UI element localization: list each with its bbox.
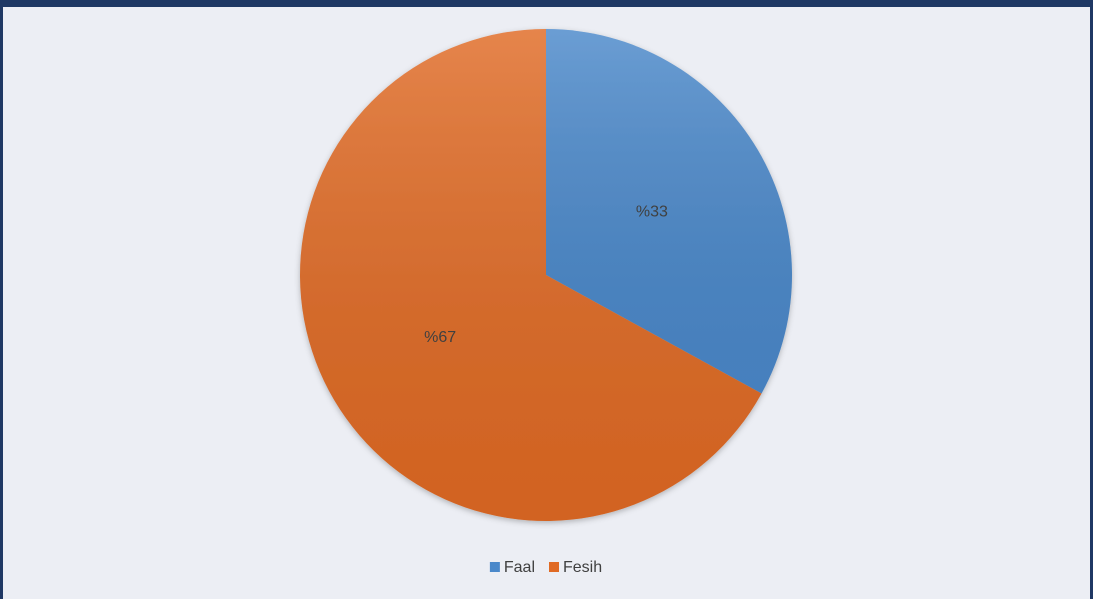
- legend-text: Fesih: [563, 559, 602, 576]
- slice-shade: [546, 29, 793, 394]
- legend-swatch: [489, 562, 500, 572]
- data-label: %33: [636, 204, 668, 221]
- slice-shade: [300, 29, 762, 521]
- data-label: %67: [424, 329, 456, 346]
- legend-swatch: [549, 562, 559, 572]
- legend-text: Faal: [504, 559, 535, 576]
- pie: [300, 29, 793, 521]
